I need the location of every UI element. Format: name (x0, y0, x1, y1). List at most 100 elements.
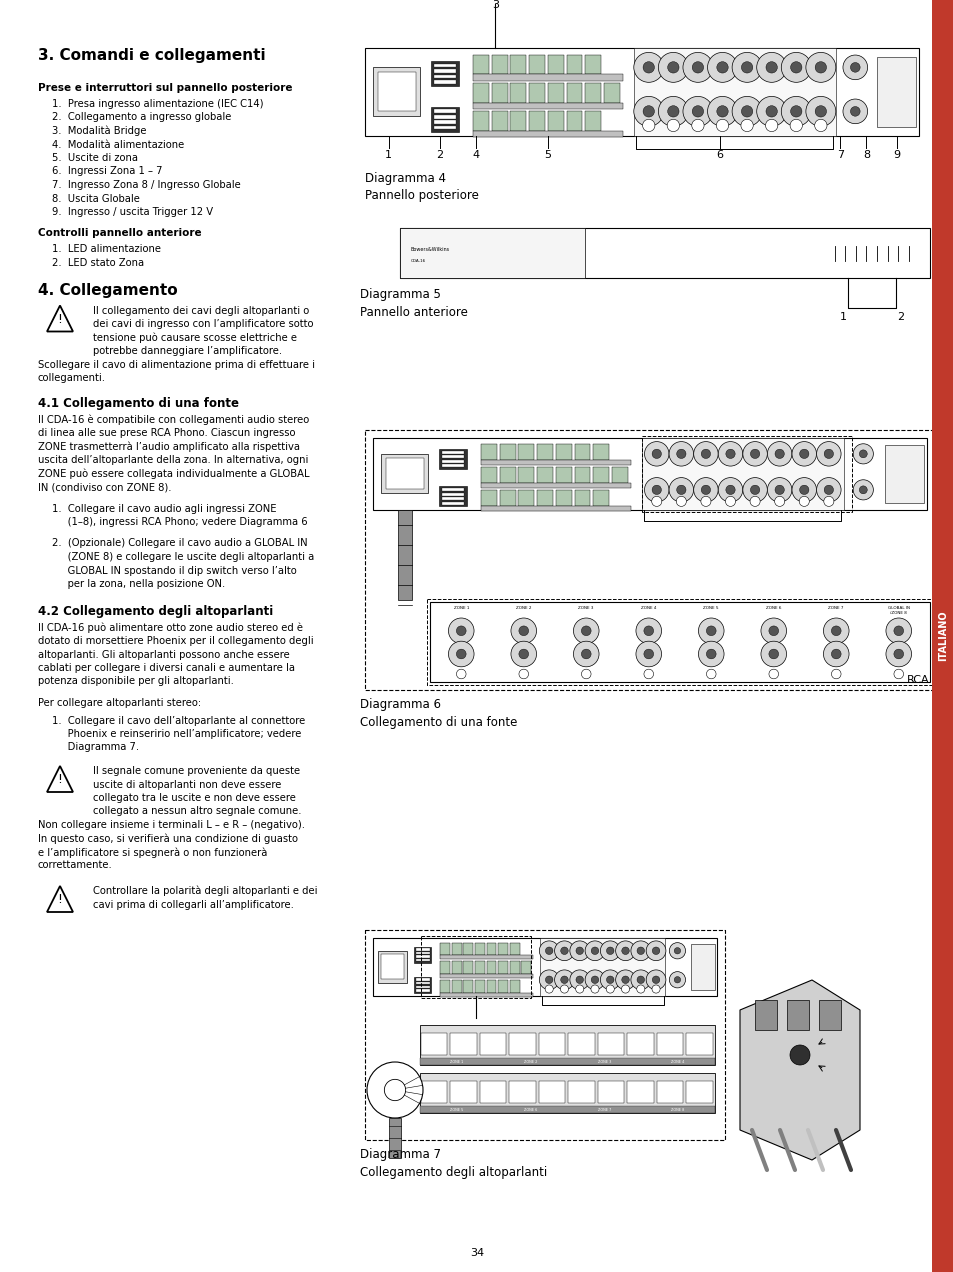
Circle shape (816, 441, 841, 466)
Text: 7.  Ingresso Zona 8 / Ingresso Globale: 7. Ingresso Zona 8 / Ingresso Globale (52, 181, 240, 190)
Circle shape (760, 641, 785, 667)
Bar (633, 48, 835, 136)
Text: dei cavi di ingresso con l’amplificatore sotto: dei cavi di ingresso con l’amplificatore… (92, 319, 314, 329)
Bar (365, 48, 918, 136)
Text: 1.  Collegare il cavo dell’altoparlante al connettore: 1. Collegare il cavo dell’altoparlante a… (52, 715, 305, 725)
Bar (520, 962, 531, 974)
Text: ZONE 4: ZONE 4 (640, 605, 656, 611)
Circle shape (674, 948, 679, 954)
Bar (451, 962, 461, 974)
Circle shape (518, 626, 528, 636)
Bar (463, 979, 473, 992)
Bar (574, 444, 590, 459)
Circle shape (554, 941, 574, 960)
Circle shape (584, 969, 604, 990)
Bar (389, 1118, 400, 1158)
Text: !: ! (57, 313, 63, 326)
Bar (818, 1000, 841, 1030)
Bar (373, 937, 717, 996)
Bar (434, 75, 456, 78)
Circle shape (367, 1062, 422, 1118)
Circle shape (620, 985, 629, 993)
Circle shape (642, 120, 654, 131)
Text: ZONE 6: ZONE 6 (523, 1108, 537, 1112)
Circle shape (511, 618, 536, 644)
Text: potrebbe danneggiare l’amplificatore.: potrebbe danneggiare l’amplificatore. (92, 346, 282, 356)
Bar (509, 979, 519, 992)
Circle shape (636, 985, 644, 993)
Text: 3: 3 (491, 0, 498, 10)
Bar (538, 1081, 565, 1103)
Circle shape (790, 61, 801, 73)
Bar (416, 982, 429, 985)
Bar (499, 467, 515, 482)
Bar (556, 490, 571, 506)
Bar (556, 444, 571, 459)
Text: ZONE 5: ZONE 5 (450, 1108, 463, 1112)
Circle shape (893, 626, 902, 636)
Text: CDA-16: CDA-16 (410, 259, 425, 263)
Circle shape (742, 441, 766, 466)
Text: 7: 7 (836, 150, 843, 160)
Circle shape (590, 985, 598, 993)
Circle shape (724, 496, 735, 506)
Circle shape (667, 61, 679, 73)
Bar (439, 962, 450, 974)
Bar (416, 990, 429, 992)
Bar (510, 55, 526, 74)
Circle shape (580, 626, 591, 636)
Circle shape (645, 941, 665, 960)
Bar (439, 979, 450, 992)
Bar (627, 1081, 654, 1103)
Text: 4. Collegamento: 4. Collegamento (38, 284, 177, 299)
Bar (399, 228, 585, 279)
Bar (641, 438, 843, 510)
Text: 9: 9 (892, 150, 900, 160)
Text: ZONE 7: ZONE 7 (598, 1108, 611, 1112)
Text: 8.  Uscita Globale: 8. Uscita Globale (52, 193, 140, 204)
Circle shape (637, 948, 644, 954)
Circle shape (852, 480, 872, 500)
Text: 2.  LED stato Zona: 2. LED stato Zona (52, 258, 144, 268)
Circle shape (518, 669, 528, 679)
Text: Bowers&Wilkins: Bowers&Wilkins (410, 247, 449, 252)
Bar (365, 930, 724, 1140)
Bar (434, 69, 456, 73)
Circle shape (756, 52, 786, 83)
Bar (420, 936, 531, 999)
Circle shape (822, 618, 848, 644)
Circle shape (652, 948, 659, 954)
Circle shape (698, 618, 723, 644)
Bar (373, 67, 420, 116)
Bar (566, 83, 581, 103)
Circle shape (849, 62, 860, 73)
Circle shape (799, 485, 808, 495)
Bar (434, 126, 456, 130)
Bar (475, 962, 484, 974)
Text: !: ! (57, 773, 63, 786)
Circle shape (766, 441, 791, 466)
Circle shape (633, 52, 663, 83)
Bar (486, 979, 496, 992)
Bar (574, 490, 590, 506)
Text: ZONE 8: ZONE 8 (671, 1108, 684, 1112)
Bar (491, 83, 507, 103)
Text: Collegamento degli altoparlanti: Collegamento degli altoparlanti (359, 1166, 547, 1179)
Text: IN (condiviso con ZONE 8).: IN (condiviso con ZONE 8). (38, 482, 172, 492)
Circle shape (693, 441, 718, 466)
Circle shape (643, 626, 653, 636)
Circle shape (789, 120, 801, 131)
Circle shape (643, 669, 653, 679)
Text: Diagramma 7.: Diagramma 7. (52, 743, 139, 753)
Circle shape (716, 61, 727, 73)
Circle shape (584, 941, 604, 960)
Text: ZONE 6: ZONE 6 (765, 605, 781, 611)
Bar (574, 467, 590, 482)
Circle shape (652, 976, 659, 983)
Circle shape (576, 948, 583, 954)
Bar (657, 1033, 682, 1054)
Circle shape (545, 976, 553, 983)
Text: ZONE 2: ZONE 2 (523, 1060, 537, 1063)
Circle shape (676, 449, 685, 458)
Bar (442, 464, 464, 467)
